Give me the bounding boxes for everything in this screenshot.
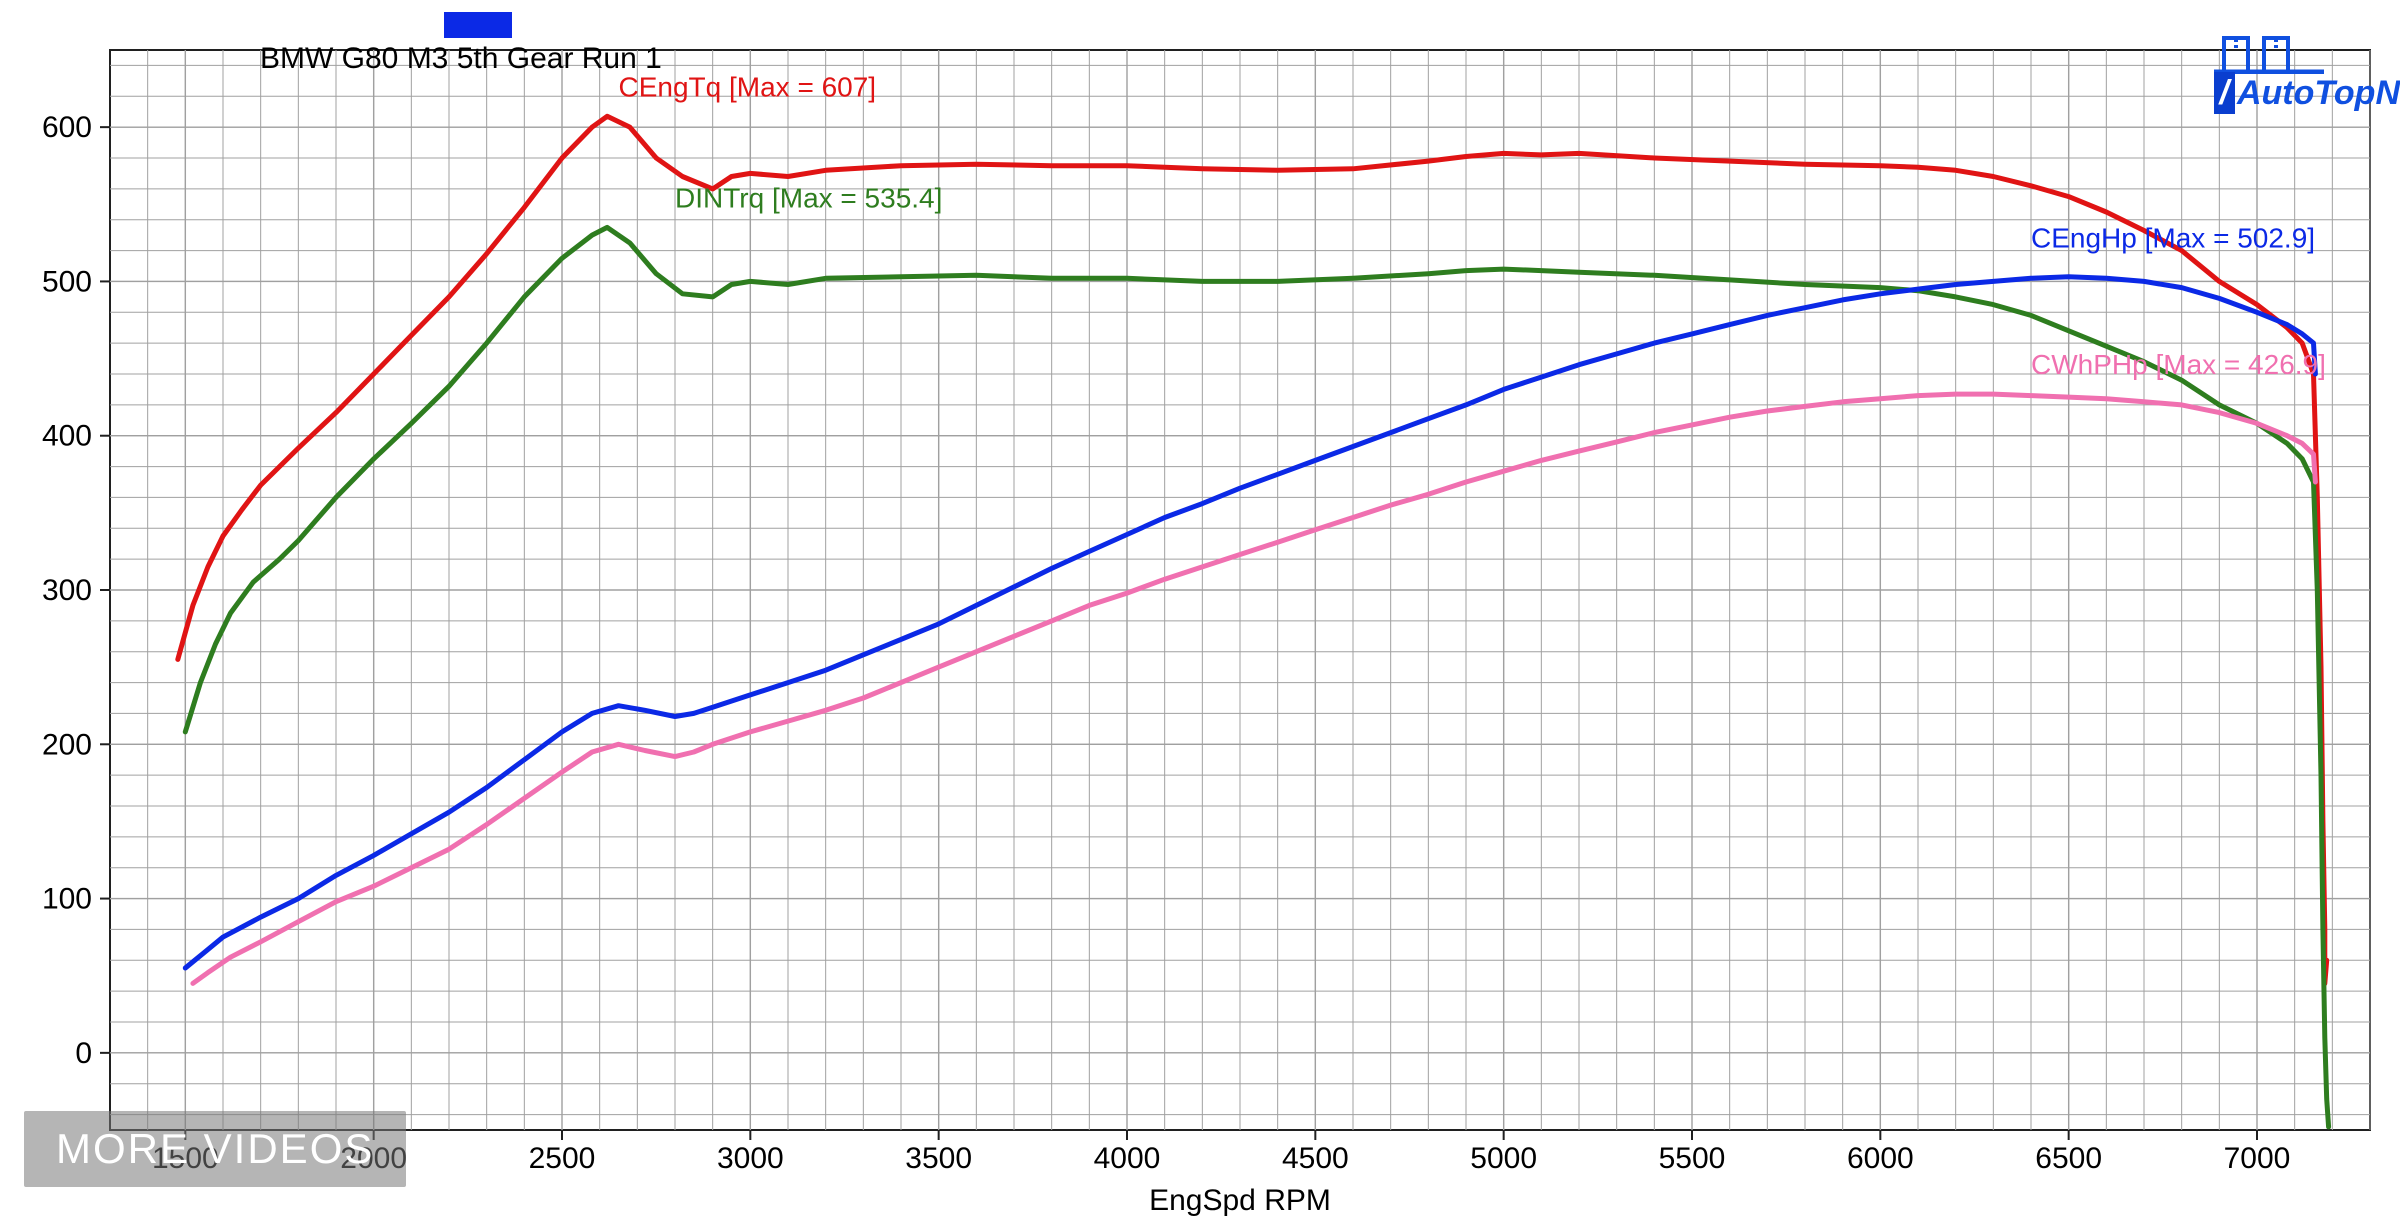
x-tick-label: 7000 bbox=[2224, 1142, 2291, 1175]
series-dintrq bbox=[185, 227, 2328, 1127]
x-axis-label: EngSpd RPM bbox=[1149, 1184, 1331, 1217]
series-label-cwhphp: CWhPHp [Max = 426.9] bbox=[2031, 349, 2326, 380]
x-tick-label: 4000 bbox=[1094, 1142, 1161, 1175]
y-tick-label: 100 bbox=[42, 883, 92, 916]
watermark-text: AutoTopN bbox=[2237, 74, 2400, 112]
watermark-logo-icon bbox=[2214, 30, 2324, 74]
dyno-chart: 0100200300400500600150020002500300035004… bbox=[0, 0, 2400, 1223]
x-tick-label: 5000 bbox=[1470, 1142, 1537, 1175]
series-cenghp bbox=[185, 277, 2315, 968]
y-tick-label: 300 bbox=[42, 574, 92, 607]
series-group: CEngTq [Max = 607] DINTrq [Max = 535.4] CE… bbox=[178, 71, 2329, 1127]
watermark-autotopnl: /AutoTopN bbox=[2214, 30, 2400, 113]
legend-swatch bbox=[444, 12, 512, 38]
series-label-dintrq: DINTrq [Max = 535.4] bbox=[675, 182, 942, 213]
tick-labels: 0100200300400500600150020002500300035004… bbox=[42, 111, 2290, 1175]
y-tick-label: 0 bbox=[75, 1037, 92, 1070]
y-tick-label: 600 bbox=[42, 111, 92, 144]
watermark-slash: / bbox=[2214, 72, 2235, 114]
series-label-cenghp: CEngHp [Max = 502.9] bbox=[2031, 222, 2315, 253]
x-tick-label: 5500 bbox=[1659, 1142, 1726, 1175]
y-tick-label: 200 bbox=[42, 728, 92, 761]
x-tick-label: 3500 bbox=[905, 1142, 972, 1175]
chart-svg: 0100200300400500600150020002500300035004… bbox=[0, 0, 2400, 1223]
x-tick-label: 4500 bbox=[1282, 1142, 1349, 1175]
x-tick-label: 6000 bbox=[1847, 1142, 1914, 1175]
x-tick-label: 3000 bbox=[717, 1142, 784, 1175]
y-tick-label: 400 bbox=[42, 420, 92, 453]
more-videos-button[interactable]: MORE VIDEOS bbox=[24, 1111, 406, 1187]
x-tick-label: 6500 bbox=[2035, 1142, 2102, 1175]
x-tick-label: 2500 bbox=[529, 1142, 596, 1175]
y-tick-label: 500 bbox=[42, 265, 92, 298]
chart-title: BMW G80 M3 5th Gear Run 1 bbox=[260, 42, 662, 75]
series-label-cengtq: CEngTq [Max = 607] bbox=[619, 71, 877, 102]
